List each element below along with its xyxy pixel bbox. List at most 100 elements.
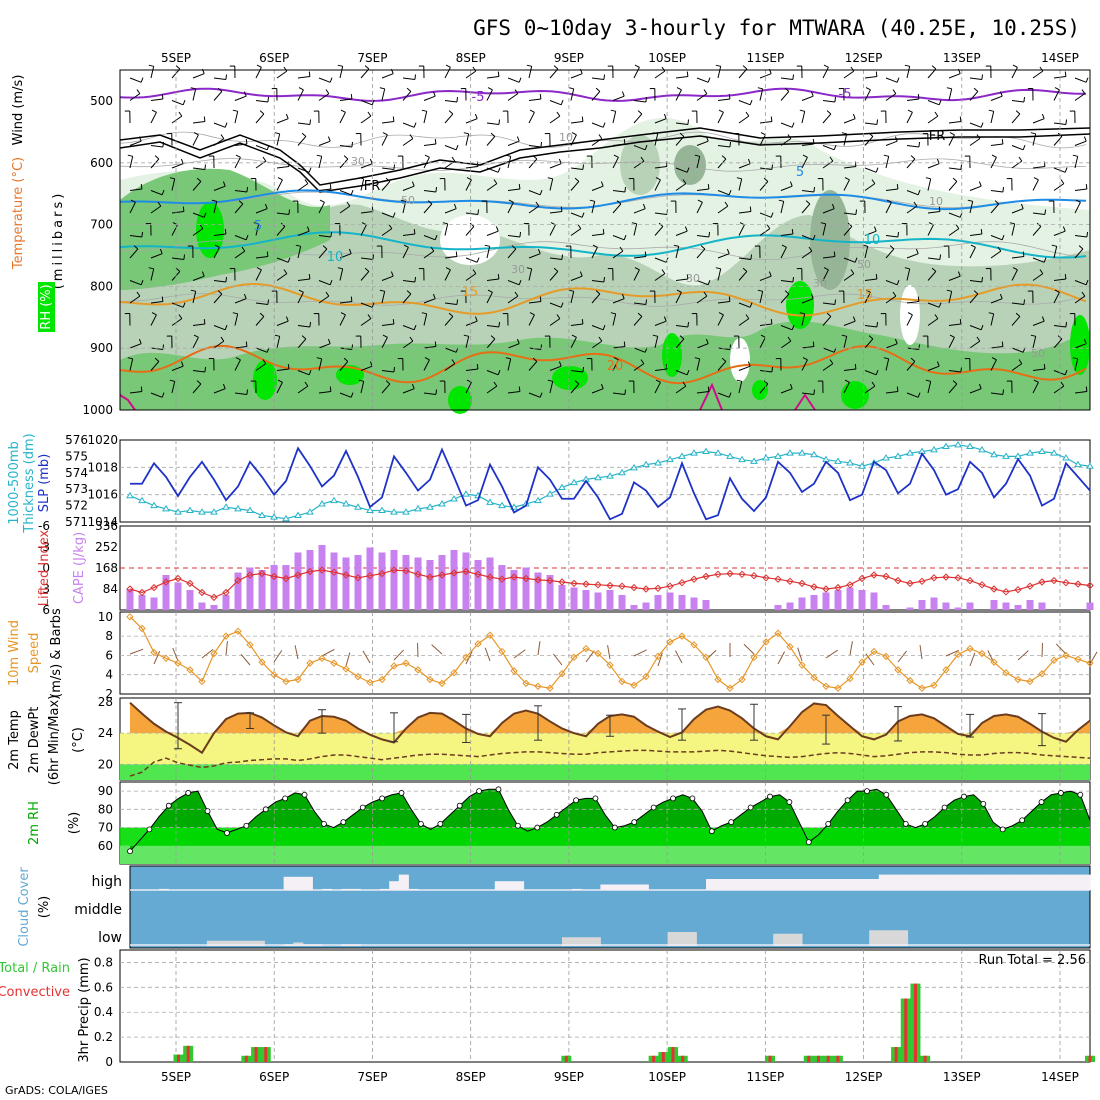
wind-barb-flag [148, 64, 154, 67]
wind-barb-flag [264, 203, 268, 209]
wind-barb-flag [831, 203, 835, 209]
wind-barb [1074, 248, 1084, 259]
wind-barb-flag [532, 155, 538, 160]
wind-barb [360, 302, 373, 308]
wind-barb-flag [182, 99, 186, 105]
wind-barb [906, 268, 911, 281]
wind-barb-flag [493, 381, 498, 387]
wind-barb-flag [634, 64, 640, 68]
cape-bar [162, 575, 170, 610]
rh-point [786, 799, 793, 805]
wind-barb-flag [813, 389, 816, 395]
wind-barb [486, 167, 499, 173]
wind-barb [1011, 113, 1021, 124]
wind-barb [129, 93, 141, 101]
wind-barb [507, 391, 520, 394]
wind-barb [696, 358, 701, 371]
wind-barb-flag [918, 141, 921, 148]
wind-barb [150, 66, 155, 79]
lifted-index-point [654, 584, 662, 593]
wind-barb [213, 388, 226, 394]
wind-speed-point [474, 640, 482, 648]
precip-tick-0.4: 0.4 [94, 1005, 113, 1019]
wind-barb-flag [256, 267, 262, 271]
wind-barb [1011, 100, 1024, 103]
surface-wind-barb [777, 651, 786, 665]
wind-barb-flag [371, 302, 375, 308]
cape-bar [582, 590, 590, 610]
wind-barb [339, 268, 344, 281]
wind-barb [948, 212, 961, 218]
cloud-low-bar [898, 930, 909, 946]
wind-speed-point [882, 652, 890, 661]
cape-bar [930, 597, 938, 610]
wind-barb-flag [553, 65, 559, 70]
wind-barb [528, 314, 535, 326]
wind-barb-flag [736, 379, 742, 382]
cloud-high-bar [955, 874, 966, 890]
wind-barb-flag [577, 224, 582, 229]
precip-conv-bar [244, 1055, 248, 1062]
wind-barb-flag [981, 276, 984, 283]
wind-barb [444, 208, 457, 214]
wind-barb-flag [1083, 338, 1087, 344]
wind-barb-flag [952, 177, 958, 182]
cloud-high-bar [850, 879, 861, 890]
wind-barb [297, 76, 310, 79]
cape-bar [450, 550, 458, 610]
wind-barb [675, 122, 688, 125]
wind-barb [906, 392, 919, 398]
wind-barb-flag [203, 319, 206, 325]
wind-barb [486, 338, 496, 349]
precip-conv-bar [904, 998, 908, 1062]
wind-barb-flag [980, 229, 983, 235]
wind-barb [234, 298, 247, 304]
wind-barb-flag [1051, 244, 1057, 247]
wind-barb-flag [871, 179, 876, 184]
wind-barb-flag [199, 224, 204, 229]
wind-barb-flag [274, 334, 280, 337]
wind-barb-flag [505, 154, 511, 157]
wind-barb-flag [997, 246, 1002, 252]
wind-barb-flag [808, 246, 813, 252]
cloud-layer-middle: middle [74, 902, 122, 918]
rh-contour-label: 10 [559, 131, 573, 144]
wind-barb-flag [663, 316, 667, 322]
wind-barb-flag [829, 359, 834, 364]
wind-barb-flag [592, 244, 598, 248]
rh-zone-bright [1070, 315, 1090, 375]
wind-barb-flag [372, 254, 375, 260]
thickness-tick-576: 576 [65, 433, 88, 447]
cloud-label-1: Cloud Cover [17, 867, 32, 947]
wind-barb [486, 89, 493, 101]
thickness-point [726, 452, 734, 459]
wind-barb [528, 392, 541, 398]
wind-barb-flag [602, 324, 606, 330]
wind-barb [570, 121, 583, 124]
wind-barb [465, 336, 470, 349]
wind-speed-point [210, 649, 218, 658]
wind-barb [150, 268, 155, 281]
wind-barb-flag [529, 312, 535, 316]
wind-barb [885, 188, 898, 191]
precip-conv-bar [768, 1055, 772, 1062]
precip-conv-bar [254, 1047, 258, 1062]
wind-barb-flag [728, 189, 732, 195]
wind-barb [150, 301, 163, 304]
wind-barb-flag [915, 248, 919, 254]
wind-speed-point [582, 644, 590, 653]
wind-speed-point [1014, 675, 1022, 684]
wind-barb-flag [999, 293, 1003, 299]
slp-tick-1014: 1014 [87, 515, 118, 529]
wind-barb-flag [686, 274, 689, 280]
wind-barb-flag [970, 244, 976, 248]
rh-zone-bright [786, 281, 814, 329]
wind-barb [822, 347, 835, 353]
cape-bar [534, 572, 542, 610]
date-label-top-9SEP: 9SEP [554, 51, 584, 65]
wind-barb-flag [561, 254, 564, 260]
wind-barb [591, 280, 604, 283]
wind-barb [1074, 358, 1079, 371]
wind-barb-flag [705, 338, 709, 344]
cloud-low-bar [245, 940, 256, 946]
